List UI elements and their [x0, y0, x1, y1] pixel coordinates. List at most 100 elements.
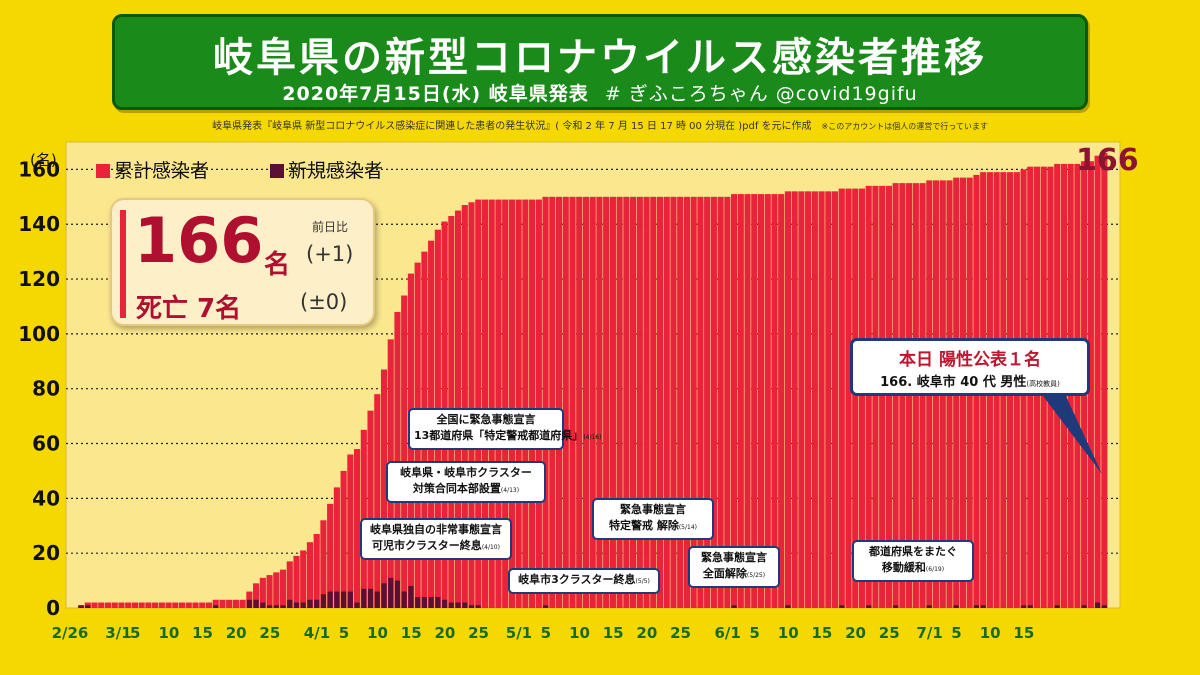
annotation-travel-easing: 都道府県をまたぐ 移動緩和(6/19) [852, 540, 974, 582]
legend-label-cumulative: 累計感染者 [114, 160, 210, 182]
cumulative-bar [643, 196, 650, 608]
cumulative-bar [286, 561, 293, 608]
y-tick-label: 60 [32, 432, 60, 456]
new-case-bar [785, 605, 791, 608]
cumulative-bar [771, 194, 778, 609]
cumulative-bar [232, 599, 239, 608]
new-case-bar [253, 599, 259, 608]
x-tick-label: 7/1 [916, 624, 942, 642]
cumulative-bar [212, 599, 219, 608]
cumulative-bar [158, 602, 165, 608]
new-case-bar [260, 602, 266, 608]
cumulative-bar [259, 577, 266, 608]
new-case-bar [388, 577, 394, 608]
cumulative-bar [529, 199, 536, 609]
new-case-bar [287, 599, 293, 608]
new-case-bar [293, 602, 300, 608]
x-tick-label: 5 [951, 624, 961, 642]
cumulative-bar [838, 188, 845, 608]
today-case: 166. 岐阜市 40 代 男性 [880, 375, 1027, 390]
new-case-bar [327, 591, 333, 608]
annotation-line: 移動緩和 [881, 561, 926, 574]
cumulative-bar [603, 196, 610, 608]
cumulative-bar [253, 583, 260, 608]
cumulative-bar [872, 185, 879, 608]
annotation-line: 13都道府県「特定警戒都道府県」 [414, 429, 584, 442]
cumulative-bar [697, 196, 704, 608]
cumulative-bar [778, 194, 785, 609]
cumulative-bar [394, 311, 401, 608]
cumulative-bar [367, 410, 374, 608]
cumulative-bar [354, 449, 361, 608]
new-case-bar [839, 605, 845, 608]
annotation-line: 特定警戒 解除 [609, 519, 679, 532]
cumulative-bar [677, 196, 684, 608]
new-case-bar [78, 605, 84, 608]
annotation-national-emergency: 全国に緊急事態宣言 13都道府県「特定警戒都道府県」(4/16) [408, 408, 601, 450]
legend-swatch-new [270, 164, 284, 178]
new-case-bar [401, 591, 407, 608]
today-callout: 本日 陽性公表１名 166. 岐阜市 40 代 男性(高校教員) [850, 338, 1090, 396]
x-tick-label: 20 [434, 624, 455, 642]
new-case-bar [280, 605, 286, 608]
new-case-bar [367, 588, 374, 608]
cumulative-bar [172, 602, 179, 608]
cumulative-bar [374, 394, 381, 608]
cumulative-bar [737, 194, 744, 609]
cumulative-bar [744, 194, 751, 609]
x-tick-label: 3/1 [105, 624, 131, 642]
x-tick-label: 5/1 [506, 624, 532, 642]
annotation-partial-lift: 緊急事態宣言 特定警戒 解除(5/14) [592, 498, 714, 540]
y-tick-label: 100 [18, 322, 60, 346]
cumulative-bar [555, 196, 563, 608]
new-case-bar [980, 605, 986, 608]
x-tick-label: 5 [339, 624, 349, 642]
new-case-bar [475, 605, 481, 608]
cumulative-bar [104, 602, 112, 608]
cumulative-bar [690, 196, 697, 608]
cumulative-bar [239, 599, 246, 608]
cumulative-bar [481, 199, 489, 609]
x-tick-label: 10 [367, 624, 388, 642]
cumulative-bar [865, 185, 872, 608]
cumulative-bar [542, 196, 549, 608]
new-case-bar [435, 597, 441, 608]
x-tick-label: 10 [158, 624, 179, 642]
new-case-bar [926, 605, 932, 608]
new-case-bar [374, 591, 380, 608]
x-tick-label: 5 [130, 624, 140, 642]
cumulative-bar [845, 188, 852, 608]
new-case-bar [1095, 602, 1101, 608]
x-tick-label: 6/1 [714, 624, 740, 642]
cumulative-bar [879, 185, 886, 608]
annotation-line: 岐阜県・岐阜市クラスター [400, 466, 532, 479]
x-axis-ticks: 2/26 3/15 10 15 20 25 4/1 5 10 15 20 25 5/1 5 10 15 20 25… [52, 624, 1035, 642]
cumulative-bar [717, 196, 724, 608]
cumulative-bar [582, 196, 590, 608]
summary-accent-bar [120, 210, 126, 318]
deaths: 死亡 7名 [136, 294, 242, 324]
cumulative-bar [185, 602, 192, 608]
annotation-date: (5/5) [635, 578, 650, 585]
annotation-line: 岐阜県独自の非常事態宣言 [370, 523, 502, 536]
legend-label-new: 新規感染者 [288, 160, 384, 182]
x-tick-label: 15 [603, 624, 624, 642]
cumulative-bar [818, 191, 825, 608]
summary-card: 166 名 前日比 (+1) 死亡 7名 (±0) [110, 198, 375, 326]
new-case-bar [85, 605, 91, 608]
new-case-bar [973, 605, 979, 608]
new-case-bar [273, 605, 279, 608]
cumulative-bar [623, 196, 630, 608]
y-tick-label: 160 [18, 157, 60, 181]
x-tick-label: 25 [670, 624, 691, 642]
cumulative-bar [333, 487, 340, 608]
new-case-bar [421, 597, 427, 608]
x-tick-label: 15 [401, 624, 422, 642]
y-tick-label: 0 [46, 596, 60, 620]
annotation-line: 岐阜市3クラスター終息 [518, 573, 636, 586]
cumulative-bar [125, 602, 132, 608]
cumulative-bar [98, 602, 105, 608]
cumulative-bar [327, 503, 334, 608]
y-tick-label: 140 [18, 212, 60, 236]
y-tick-label: 80 [32, 377, 60, 401]
